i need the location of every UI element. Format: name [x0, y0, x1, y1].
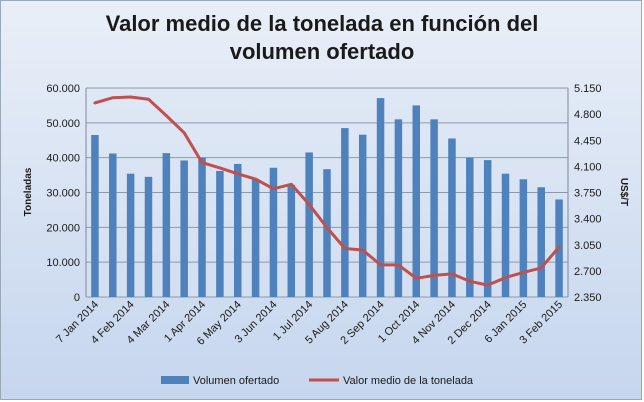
y-tick-label: 40.000 [46, 153, 80, 165]
y-tick-label: 0 [74, 292, 80, 304]
bar-series [91, 98, 563, 298]
y-axis-right-title: US$/T [618, 178, 629, 206]
legend-line-label: Valor medio de la tonelada [343, 375, 474, 387]
bar [519, 179, 528, 297]
y-tick-label: 30.000 [46, 188, 80, 200]
bar [287, 184, 296, 297]
bar [537, 187, 545, 297]
bar [394, 119, 403, 297]
y-axis-left-ticks: 0 10.000 20.000 30.000 40.000 50.000 60.000 [46, 83, 80, 304]
line-path [93, 95, 561, 287]
legend-bar-label: Volumen ofertado [193, 375, 279, 387]
y2-tick-label: 4.800 [574, 109, 602, 121]
line-series [93, 95, 561, 287]
y2-tick-label: 4.100 [574, 161, 602, 173]
y2-tick-label: 3.400 [574, 214, 602, 226]
y2-tick-label: 3.050 [574, 240, 602, 252]
y2-tick-label: 5.150 [574, 83, 602, 95]
bar [233, 163, 242, 297]
bar [305, 152, 313, 297]
y-tick-label: 50.000 [46, 118, 80, 130]
y-tick-label: 20.000 [46, 222, 80, 234]
legend-bar-swatch [161, 376, 189, 384]
bar [126, 173, 135, 297]
y2-tick-label: 3.750 [574, 188, 602, 200]
y-axis-left-title: Toneladas [23, 167, 34, 216]
bar [341, 128, 349, 297]
bar [323, 169, 331, 297]
bar [144, 176, 153, 297]
chart-title-line-2: volumen ofertado [230, 39, 415, 64]
chart-title-line-1: Valor medio de la tonelada en función de… [106, 11, 539, 36]
y2-tick-label: 4.450 [574, 135, 602, 147]
bar [430, 119, 438, 297]
legend: Volumen ofertado Valor medio de la tonel… [161, 375, 474, 387]
y2-tick-label: 2.700 [574, 266, 602, 278]
bar [269, 167, 278, 297]
bar [412, 105, 421, 298]
bar [376, 98, 385, 297]
bar [251, 179, 260, 297]
y2-tick-label: 2.350 [574, 292, 602, 304]
bar [501, 173, 510, 297]
y-axis-right-ticks: 2.350 2.700 3.050 3.400 3.750 4.100 4.450 4.800… [574, 83, 602, 304]
bar [466, 157, 474, 297]
bar [216, 170, 224, 297]
bar [448, 138, 456, 297]
bar [483, 160, 492, 297]
bar [358, 134, 367, 297]
y-tick-label: 60.000 [46, 83, 80, 95]
y-tick-label: 10.000 [46, 257, 80, 269]
bar [180, 160, 188, 297]
bar [162, 153, 171, 297]
bar [109, 153, 117, 297]
bar [91, 135, 99, 297]
bar [198, 157, 206, 297]
